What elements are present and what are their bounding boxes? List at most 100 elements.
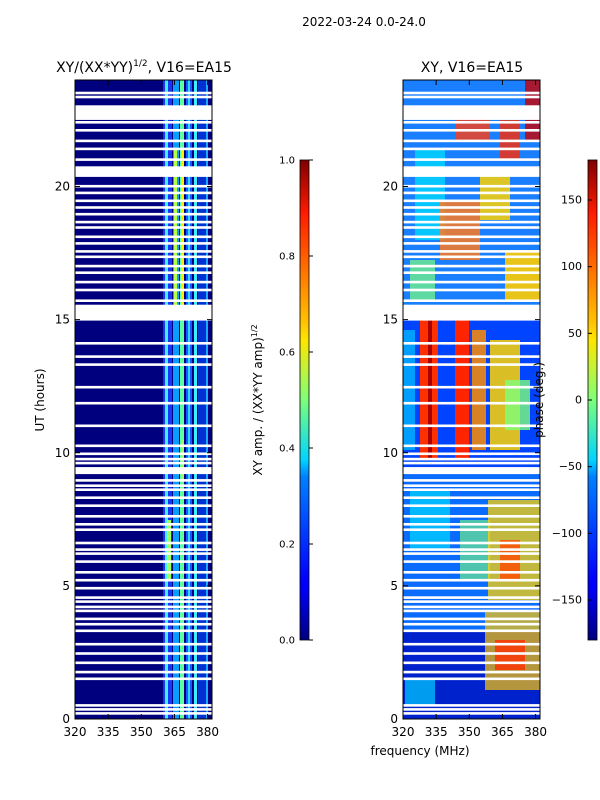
amplitude-flag-row xyxy=(75,242,212,245)
phase-flag-row xyxy=(403,670,540,674)
amplitude-flag-row xyxy=(75,461,212,465)
amplitude-flag-row xyxy=(75,199,212,203)
phase-y-tick-label: 0 xyxy=(390,712,398,726)
phase-flag-row xyxy=(403,578,540,582)
phase-flag-row xyxy=(403,661,540,665)
amplitude-flag-row xyxy=(75,212,212,216)
amplitude-x-axis: 320 335 350 365 380 xyxy=(64,80,219,739)
amplitude-flag-row xyxy=(75,523,212,526)
phase-flag-row xyxy=(403,708,540,711)
amplitude-cbar-tick-label: 0.6 xyxy=(279,348,295,359)
amplitude-flag-row xyxy=(75,609,212,613)
phase-flag-row xyxy=(403,548,540,551)
phase-flag-row xyxy=(403,91,540,95)
amplitude-flag-row xyxy=(75,166,212,169)
phase-x-tick-label: 365 xyxy=(491,725,514,739)
phase-flag-row xyxy=(403,264,540,268)
panel-amplitude-title-sup: 1/2 xyxy=(133,59,147,69)
phase-flag-row xyxy=(403,288,540,292)
phase-flag-row xyxy=(403,629,540,633)
amplitude-flag-row xyxy=(75,548,212,551)
amplitude-flag-row xyxy=(75,452,212,456)
amplitude-x-tick-label: 350 xyxy=(130,725,153,739)
amplitude-y-tick-label: 0 xyxy=(62,712,70,726)
phase-flag-row xyxy=(403,496,540,499)
amplitude-flag-row xyxy=(75,424,212,428)
phase-y-tick-label: 10 xyxy=(383,446,398,460)
phase-flag-row xyxy=(403,206,540,209)
phase-y-tick-label: 5 xyxy=(390,579,398,593)
panel-amplitude-title-main: XY/(XX*YY) xyxy=(56,60,133,76)
panel-amplitude-title-tail: , V16=EA15 xyxy=(148,60,232,76)
amplitude-flag-row xyxy=(75,264,212,268)
amplitude-flag-row xyxy=(75,661,212,665)
phase-flag-row xyxy=(403,363,540,366)
phase-cbar-tick-label: −150 xyxy=(552,594,582,607)
phase-flag-row xyxy=(403,166,540,169)
amplitude-y-tick-label: 20 xyxy=(55,180,70,194)
amplitude-cbar-tick-label: 0.0 xyxy=(279,636,295,647)
phase-flag-row xyxy=(403,457,540,461)
phase-flag-row xyxy=(403,444,540,448)
phase-flag-row xyxy=(403,605,540,609)
amplitude-flag-row xyxy=(75,457,212,461)
amplitude-flag-row xyxy=(75,158,212,161)
amplitude-x-tick-label: 365 xyxy=(163,725,186,739)
amplitude-flag-row xyxy=(75,220,212,224)
amplitude-x-tick-label: 335 xyxy=(97,725,120,739)
phase-flag-row xyxy=(403,484,540,487)
phase-flag-row xyxy=(403,255,540,259)
amplitude-flag-row xyxy=(75,515,212,518)
amplitude-flag-row xyxy=(75,206,212,209)
figure-xlabel: frequency (MHz) xyxy=(370,744,469,758)
amplitude-flag-row xyxy=(75,670,212,674)
amplitude-flag-row xyxy=(75,226,212,229)
amplitude-flag-row xyxy=(75,121,212,124)
amplitude-cbar-tick-label: 0.2 xyxy=(279,540,295,551)
phase-x-tick-label: 380 xyxy=(524,725,547,739)
phase-flag-row xyxy=(403,299,540,302)
amplitude-flag-row xyxy=(75,401,212,405)
amplitude-flag-row xyxy=(75,363,212,366)
panel-phase-title: XY, V16=EA15 xyxy=(421,60,523,76)
phase-flag-row xyxy=(403,515,540,518)
phase-flag-rows xyxy=(403,91,540,715)
amplitude-flag-row xyxy=(75,541,212,545)
amplitude-flag-band xyxy=(75,467,212,475)
amplitude-flag-row xyxy=(75,147,212,151)
amplitude-colorbar-label-sup: 1/2 xyxy=(250,324,259,337)
amplitude-flag-row xyxy=(75,605,212,609)
amplitude-flag-row xyxy=(75,528,212,531)
phase-flag-row xyxy=(403,271,540,274)
phase-flag-row xyxy=(403,712,540,715)
phase-flag-row xyxy=(403,355,540,358)
amplitude-flag-row xyxy=(75,318,212,321)
amplitude-flag-row xyxy=(75,95,212,99)
phase-flag-row xyxy=(403,385,540,389)
phase-flag-row xyxy=(403,617,540,621)
phase-flag-row xyxy=(403,596,540,599)
phase-flag-row xyxy=(403,704,540,707)
amplitude-heatmap xyxy=(75,80,212,719)
phase-flag-row xyxy=(403,199,540,203)
amplitude-flag-row xyxy=(75,271,212,274)
panel-amplitude-title: XY/(XX*YY)1/2, V16=EA15 xyxy=(56,59,232,76)
amplitude-flag-row xyxy=(75,596,212,599)
amplitude-flag-band xyxy=(75,167,212,175)
phase-flag-row xyxy=(403,401,540,405)
amplitude-flag-row xyxy=(75,586,212,590)
phase-flag-row xyxy=(403,452,540,456)
phase-flag-row xyxy=(403,191,540,195)
phase-flag-row xyxy=(403,652,540,655)
amplitude-flag-row xyxy=(75,191,212,195)
phase-y-tick-label: 20 xyxy=(383,180,398,194)
phase-flag-row xyxy=(403,121,540,124)
phase-colorbar-ticks: −150 −100 −50 0 50 100 150 xyxy=(552,194,592,607)
phase-flag-row xyxy=(403,586,540,590)
phase-flag-row xyxy=(403,523,540,526)
phase-flag-row xyxy=(403,342,540,345)
amplitude-flag-row xyxy=(75,642,212,646)
amplitude-flag-row xyxy=(75,288,212,292)
